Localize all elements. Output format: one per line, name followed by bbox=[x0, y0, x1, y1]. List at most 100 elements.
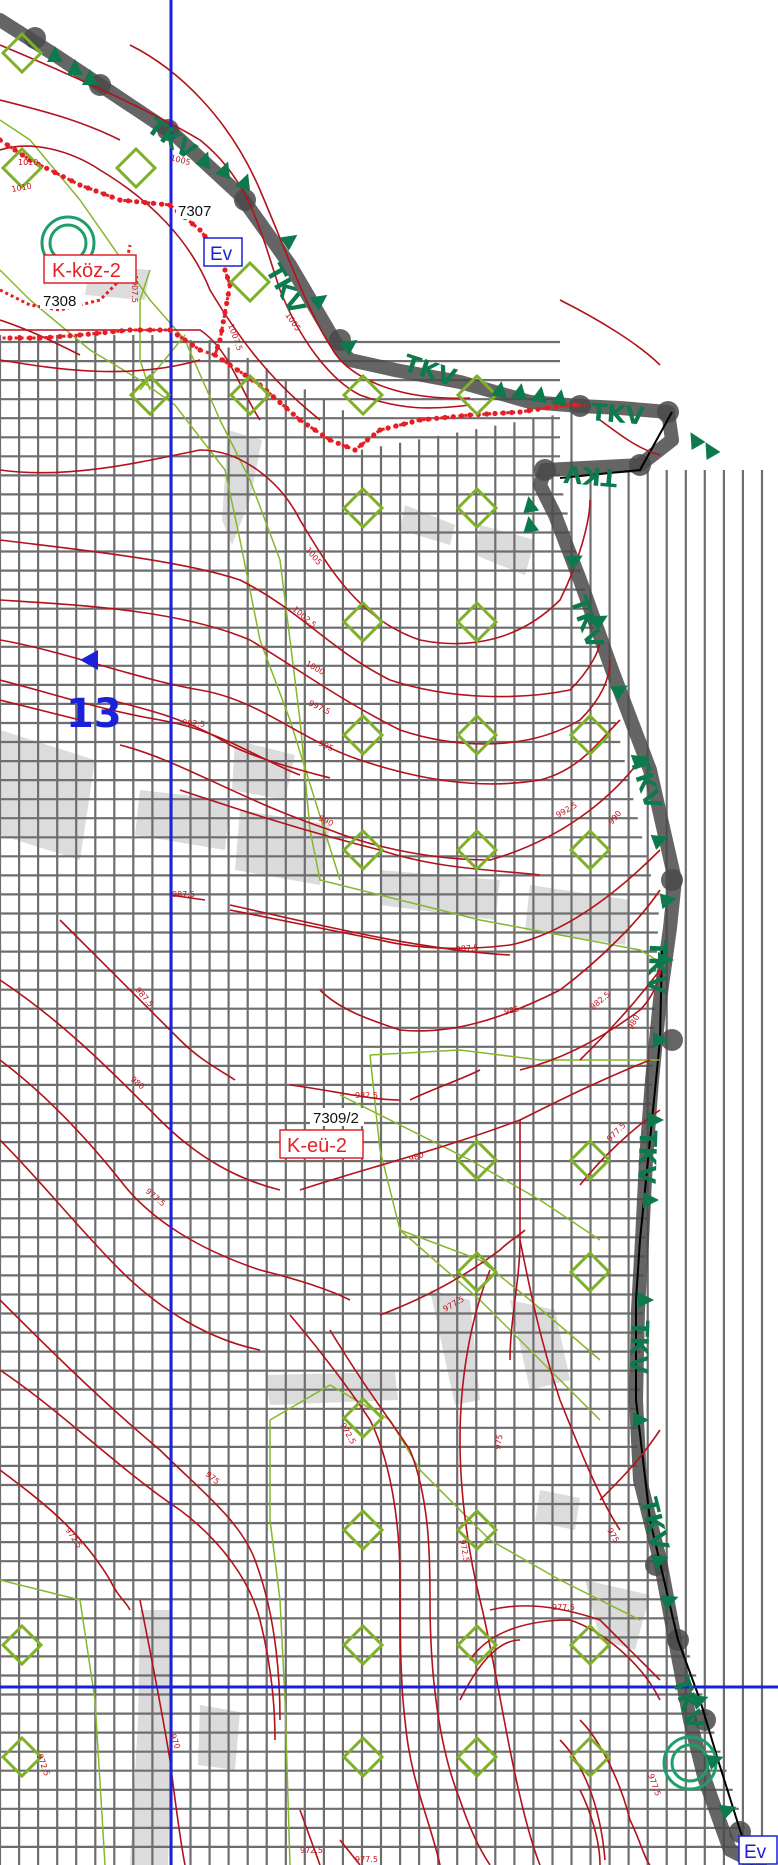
boundary-dot bbox=[60, 174, 66, 180]
diamond-symbol-icon bbox=[341, 373, 385, 417]
building-footprint bbox=[430, 1290, 480, 1405]
contour-label: 985 bbox=[503, 1004, 520, 1017]
contour-label: 975 bbox=[204, 1470, 221, 1487]
boundary-dot bbox=[450, 414, 456, 420]
ev-label-box: Ev bbox=[203, 237, 243, 267]
contour-label: 995 bbox=[317, 739, 335, 754]
boundary-dot bbox=[242, 372, 248, 378]
zone-label-box: K-eü-2 bbox=[279, 1129, 364, 1159]
boundary-dot bbox=[52, 169, 58, 176]
boundary-dot bbox=[344, 444, 350, 450]
diamond-symbol-icon bbox=[341, 486, 385, 530]
tkv-triangle bbox=[523, 516, 540, 534]
boundary-dot bbox=[327, 437, 333, 443]
contour-label: 997.5 bbox=[307, 699, 332, 717]
boundary-dot bbox=[217, 337, 223, 343]
boundary-dot bbox=[44, 165, 50, 171]
tkv-triangle bbox=[650, 1554, 669, 1570]
diamond-symbol-icon bbox=[114, 146, 158, 190]
boundary-dot bbox=[101, 191, 107, 197]
diamond-symbol-icon bbox=[341, 1623, 385, 1667]
diamond-symbol-icon bbox=[568, 1138, 612, 1182]
tkv-triangle bbox=[589, 615, 608, 631]
boundary-dot bbox=[19, 152, 26, 158]
boundary-dot bbox=[297, 417, 303, 423]
double-circle-icon bbox=[662, 1735, 718, 1791]
contour-label: 1010 bbox=[11, 182, 33, 194]
boundary-dot bbox=[492, 410, 498, 417]
contour-label: 1010 bbox=[18, 158, 38, 167]
boundary-dot bbox=[85, 185, 91, 191]
boundary-dot bbox=[110, 329, 116, 335]
boundary-dot bbox=[77, 332, 83, 338]
boundary-dot bbox=[290, 411, 296, 417]
zone-label-box: K-köz-2 bbox=[43, 254, 137, 284]
contour-label: 1007.5 bbox=[130, 275, 139, 303]
boundary-dot bbox=[7, 335, 13, 341]
boundary-dot bbox=[224, 274, 231, 281]
boundary-dot bbox=[500, 410, 506, 416]
boundary-dot bbox=[67, 333, 73, 339]
boundary-dot bbox=[85, 331, 91, 337]
tkv-triangle bbox=[564, 555, 583, 571]
diamond-symbol-icon bbox=[455, 1250, 499, 1294]
tkv-labels: TKV TKV TKV TKV TKV TKV TKV TKV TKV TKV … bbox=[142, 112, 710, 1733]
ev-label: Ev bbox=[744, 1842, 767, 1863]
tkv-triangle bbox=[550, 389, 567, 407]
boundary-dot bbox=[544, 405, 550, 411]
tkv-triangle bbox=[638, 1292, 654, 1308]
diamond-symbol-icon bbox=[0, 31, 44, 75]
tkv-label: TKV bbox=[642, 940, 672, 995]
boundary-dot bbox=[352, 447, 358, 453]
boundary-dot bbox=[509, 409, 515, 416]
boundary-dot bbox=[234, 367, 241, 373]
contour-label: 972.5 bbox=[63, 1526, 84, 1550]
contour-label: 977.5 bbox=[355, 1855, 378, 1864]
boundary-dot bbox=[125, 198, 131, 204]
boundary-dot bbox=[94, 330, 100, 336]
boundary-dot bbox=[27, 335, 33, 341]
boundary-dot bbox=[335, 440, 341, 446]
tkv-triangle bbox=[235, 173, 251, 192]
parcel-number: 7307 bbox=[178, 203, 211, 220]
tkv-label: TKV bbox=[666, 1673, 709, 1733]
building-footprint bbox=[135, 790, 230, 850]
boundary-dot bbox=[312, 427, 318, 433]
boundary-dot bbox=[214, 344, 221, 351]
boundary-dot bbox=[284, 405, 290, 411]
boundary-dot bbox=[212, 352, 218, 358]
tkv-label: TKV bbox=[632, 1130, 662, 1185]
diamond-symbol-icon bbox=[341, 1396, 385, 1440]
boundary-dot bbox=[319, 432, 326, 438]
tkv-triangle bbox=[705, 442, 721, 461]
boundary-dot bbox=[77, 182, 83, 188]
boundary-dot bbox=[134, 199, 140, 205]
tkv-triangle bbox=[658, 952, 674, 968]
boundary-dot bbox=[127, 327, 133, 333]
boundary-dot bbox=[4, 142, 11, 148]
diamond-symbol-icon bbox=[341, 1735, 385, 1779]
tkv-label: TKV bbox=[624, 753, 667, 813]
tkv-triangle bbox=[648, 1112, 664, 1128]
tkv-triangle bbox=[82, 69, 98, 85]
tkv-label: TKV bbox=[589, 398, 645, 431]
tkv-triangle bbox=[510, 383, 527, 401]
diamond-symbol-icon bbox=[455, 373, 499, 417]
green-lines bbox=[0, 119, 666, 1865]
tkv-triangle bbox=[718, 1804, 737, 1820]
tkv-hatch-icon bbox=[47, 46, 737, 1820]
tkv-triangle bbox=[530, 386, 547, 404]
contour-label: 977.5 bbox=[605, 1121, 628, 1144]
tkv-label: TKV bbox=[400, 349, 460, 392]
building-footprint bbox=[0, 730, 95, 860]
boundary-dot bbox=[17, 335, 23, 341]
boundary-dot bbox=[37, 335, 43, 341]
building-footprint bbox=[475, 525, 535, 575]
boundary-dot bbox=[197, 347, 203, 353]
boundary-dot bbox=[219, 328, 225, 334]
diamond-symbol-icon bbox=[455, 828, 499, 872]
tkv-triangle bbox=[67, 59, 83, 75]
contour-label: 987.5 bbox=[172, 890, 195, 899]
boundary-dot bbox=[224, 300, 230, 306]
